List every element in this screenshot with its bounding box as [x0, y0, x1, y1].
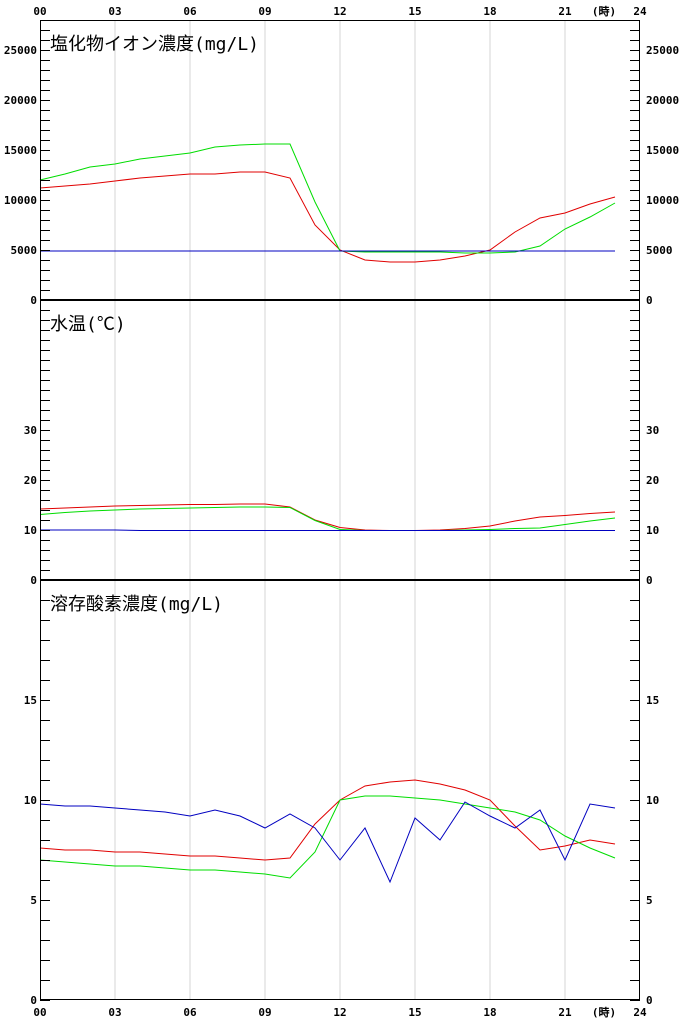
series-line-2 — [39, 795, 616, 879]
panel-frame — [40, 20, 640, 300]
panel-title: 溶存酸素濃度(mg/L) — [50, 594, 223, 615]
y-tick-label-left: 5000 — [11, 244, 38, 257]
y-tick-label-right: 20000 — [646, 94, 679, 107]
y-tick-label-right: 30 — [646, 424, 659, 437]
x-tick-label-top: 06 — [183, 5, 197, 18]
x-tick-label-bottom: 12 — [333, 1006, 346, 1019]
series-line-3 — [40, 529, 615, 531]
y-tick-label-left: 5 — [30, 894, 37, 907]
y-tick-label-right: 25000 — [646, 44, 679, 57]
x-tick-label-top: 12 — [333, 5, 346, 18]
y-tick-label-left: 15000 — [4, 144, 37, 157]
y-tick-label-left: 15 — [24, 694, 37, 707]
x-tick-label-top: 21 — [558, 5, 572, 18]
panel-title: 塩化物イオン濃度(mg/L) — [50, 34, 259, 55]
x-tick-label-bottom: 06 — [183, 1006, 197, 1019]
y-tick-label-right: 0 — [646, 574, 653, 587]
y-tick-label-left: 10 — [24, 524, 37, 537]
x-tick-label-top: 24 — [633, 5, 647, 18]
series-line-1 — [39, 779, 616, 861]
y-tick-label-left: 25000 — [4, 44, 37, 57]
x-tick-label-top: 18 — [483, 5, 496, 18]
y-tick-label-right: 0 — [646, 994, 653, 1007]
x-tick-label-top: 15 — [408, 5, 421, 18]
series-line-2 — [39, 506, 616, 531]
y-tick-label-left: 10000 — [4, 194, 37, 207]
y-tick-label-left: 10 — [24, 794, 37, 807]
x-tick-label-top: 03 — [108, 5, 121, 18]
data-series — [39, 143, 616, 884]
y-tick-label-left: 0 — [30, 294, 37, 307]
y-tick-label-right: 20 — [646, 474, 659, 487]
vertical-grid-lines — [114, 20, 566, 1000]
y-tick-label-right: 10 — [646, 524, 659, 537]
x-tick-label-top: 00 — [33, 5, 46, 18]
y-tick-label-left: 30 — [24, 424, 37, 437]
panel-frame — [40, 300, 640, 580]
y-tick-label-left: 0 — [30, 994, 37, 1007]
x-tick-label-bottom: 09 — [258, 1006, 271, 1019]
y-tick-label-right: 5000 — [646, 244, 673, 257]
series-line-3 — [39, 801, 616, 884]
x-tick-label-bottom: 24 — [633, 1006, 647, 1019]
y-tick-label-right: 5 — [646, 894, 653, 907]
y-tick-label-right: 10000 — [646, 194, 679, 207]
series-line-1 — [39, 503, 616, 531]
panel-frame — [40, 580, 640, 1000]
x-tick-label-bottom: 21 — [558, 1006, 572, 1019]
x-tick-label-bottom: 00 — [33, 1006, 46, 1019]
y-tick-label-right: 10 — [646, 794, 659, 807]
x-tick-label-bottom: 18 — [483, 1006, 496, 1019]
x-unit-label-bottom: (時) — [592, 1005, 616, 1019]
y-tick-label-right: 15000 — [646, 144, 679, 157]
x-unit-label-top: (時) — [592, 4, 616, 18]
y-tick-label-right: 15 — [646, 694, 659, 707]
y-tick-label-right: 0 — [646, 294, 653, 307]
panel-title: 水温(℃) — [50, 314, 126, 335]
y-tick-label-left: 20000 — [4, 94, 37, 107]
x-tick-label-top: 09 — [258, 5, 271, 18]
y-tick-label-left: 0 — [30, 574, 37, 587]
x-tick-label-bottom: 03 — [108, 1006, 121, 1019]
y-tick-label-left: 20 — [24, 474, 37, 487]
series-line-1 — [39, 171, 616, 263]
x-tick-label-bottom: 15 — [408, 1006, 421, 1019]
axes — [40, 20, 640, 1001]
